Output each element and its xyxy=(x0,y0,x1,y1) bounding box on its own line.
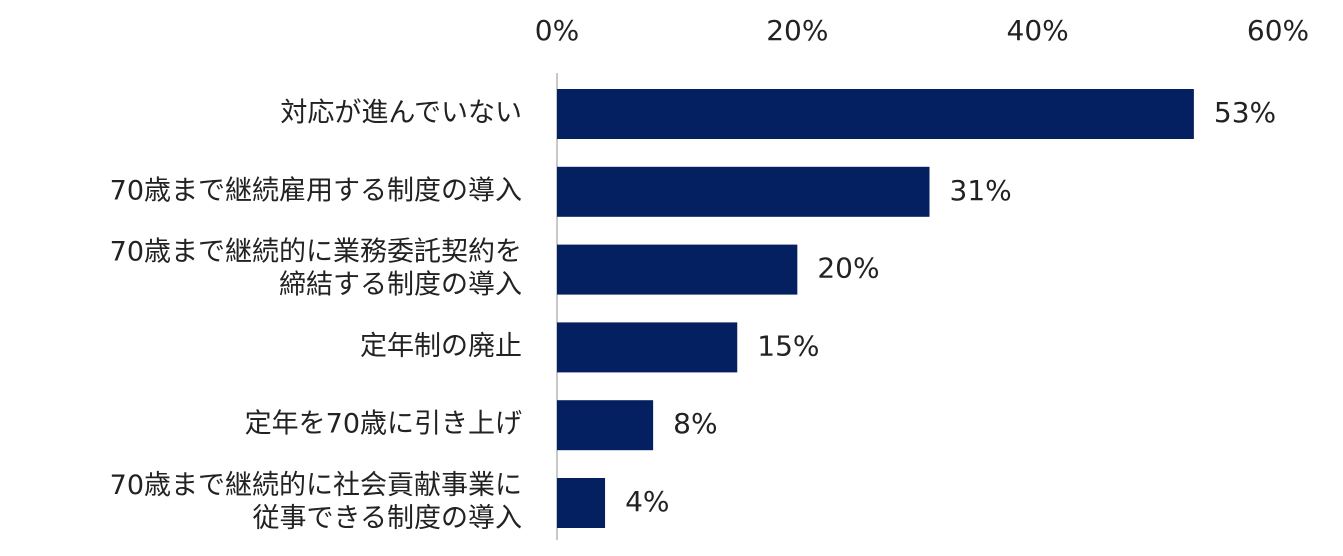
data-label-4: 8% xyxy=(673,407,717,440)
category-label-2-line-0: 70歳まで継続的に業務委託契約を xyxy=(110,237,522,268)
data-label-2: 20% xyxy=(817,252,879,285)
category-label-2-line-1: 締結する制度の導入 xyxy=(279,270,522,301)
x-tick-label-1: 20% xyxy=(766,14,828,47)
category-label-0: 対応が進んでいない xyxy=(280,98,522,129)
category-label-5-line-1: 従事できる制度の導入 xyxy=(253,503,522,534)
data-label-3: 15% xyxy=(757,329,819,362)
data-label-1: 31% xyxy=(950,174,1012,207)
bar-5 xyxy=(557,478,606,528)
category-label-5-line-0: 70歳まで継続的に社会貢献事業に xyxy=(110,470,522,501)
x-axis-ticks: 0% 20% 40% 60% xyxy=(535,14,1309,47)
category-labels: 対応が進んでいない 70歳まで継続雇用する制度の導入 70歳まで継続的に業務委託契約… xyxy=(110,98,522,535)
bar-3 xyxy=(557,322,738,373)
data-label-0: 53% xyxy=(1214,96,1276,129)
category-label-3: 定年制の廃止 xyxy=(360,331,522,362)
x-tick-label-3: 60% xyxy=(1247,14,1309,47)
bar-1 xyxy=(557,166,930,217)
data-label-5: 4% xyxy=(625,485,669,518)
bars xyxy=(557,89,1194,528)
bar-2 xyxy=(557,244,798,295)
category-label-1: 70歳まで継続雇用する制度の導入 xyxy=(110,175,522,206)
bar-4 xyxy=(557,400,654,451)
data-labels: 53% 31% 20% 15% 8% 4% xyxy=(625,96,1276,518)
bar-0 xyxy=(557,89,1194,139)
x-tick-label-2: 40% xyxy=(1007,14,1069,47)
x-tick-label-0: 0% xyxy=(535,14,579,47)
category-label-4: 定年を70歳に引き上げ xyxy=(245,409,522,440)
